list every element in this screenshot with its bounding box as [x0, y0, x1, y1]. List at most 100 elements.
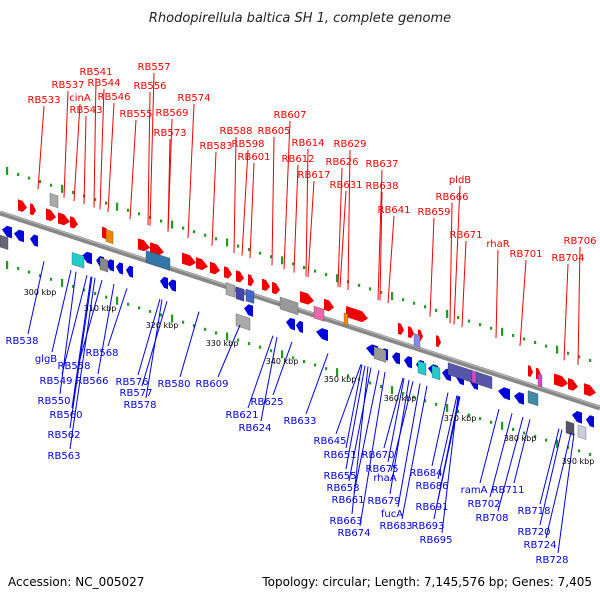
- outer-track-dot: [127, 208, 130, 212]
- bottom-gene-label: RB674: [338, 528, 371, 539]
- genome-backbone: [0, 210, 600, 411]
- bottom-gene-label: RB578: [124, 400, 157, 411]
- forward-gene-arrow: [584, 383, 596, 397]
- top-gene-label: RB617: [298, 170, 331, 181]
- scale-tick-label: 310 kbp: [84, 304, 117, 313]
- top-leader-line: [147, 91, 151, 226]
- top-leader-line: [283, 120, 291, 270]
- forward-gene-arrow: [46, 208, 56, 222]
- bottom-gene-label: RB686: [416, 481, 449, 492]
- bottom-gene-label: RB550: [38, 396, 71, 407]
- top-gene-label: RB601: [238, 152, 271, 163]
- bottom-gene-label: RB621: [226, 410, 259, 421]
- bottom-gene-label: RB576: [116, 377, 149, 388]
- bottom-leader-line: [345, 364, 363, 449]
- inner-track-dot: [149, 309, 152, 313]
- top-gene-label: RB543: [70, 105, 103, 116]
- bottom-leader-line: [497, 416, 524, 512]
- bottom-leader-line: [179, 311, 200, 378]
- inner-track-dot: [589, 452, 592, 456]
- top-gene-label: RB544: [88, 78, 121, 89]
- map-title: Rhodopirellula baltica SH 1, complete ge…: [149, 11, 451, 26]
- forward-gene-arrow: [408, 326, 414, 339]
- top-gene-label: rhaR: [486, 239, 509, 250]
- bottom-gene-label: RB684: [410, 468, 443, 479]
- reverse-gene-arrow: [572, 411, 582, 424]
- reverse-gene-arrow: [2, 225, 12, 239]
- forward-gene-arrow: [528, 365, 533, 377]
- top-gene-label: RB537: [52, 80, 85, 91]
- top-gene-label: RB701: [510, 249, 543, 260]
- outer-track-dot: [314, 269, 317, 273]
- feature-box: [413, 333, 421, 348]
- bottom-gene-label: RB560: [50, 410, 83, 421]
- bottom-leader-line: [489, 413, 513, 498]
- inner-track-dot: [61, 278, 64, 287]
- outer-track-dot: [534, 341, 537, 345]
- inner-track-dot: [50, 277, 53, 281]
- bottom-gene-label: RB549: [40, 376, 73, 387]
- top-gene-label: RB574: [178, 93, 211, 104]
- bottom-gene-label: RB683: [380, 521, 413, 532]
- bottom-gene-label: ramA: [461, 485, 488, 496]
- bottom-gene-label: RB566: [76, 376, 109, 387]
- feature-box: [235, 313, 251, 331]
- outer-track-dot: [336, 274, 339, 283]
- inner-track-dot: [468, 413, 471, 417]
- outer-track-dot: [490, 326, 493, 330]
- outer-track-dot: [94, 198, 97, 202]
- reverse-gene-arrow: [168, 279, 176, 292]
- forward-gene-arrow: [236, 270, 244, 283]
- bottom-leader-line: [71, 276, 92, 409]
- feature-box: [313, 305, 325, 322]
- forward-gene-arrow: [398, 322, 404, 335]
- top-gene-label: pldB: [449, 175, 471, 186]
- top-leader-line: [233, 136, 237, 254]
- bottom-gene-label: RB558: [58, 361, 91, 372]
- top-gene-label: RB573: [154, 128, 187, 139]
- bottom-leader-line: [437, 395, 458, 480]
- forward-gene-arrow: [150, 242, 164, 256]
- bottom-gene-label: RB625: [251, 397, 284, 408]
- outer-track-dot: [589, 358, 592, 362]
- top-leader-line: [249, 162, 255, 259]
- top-gene-label: RB671: [450, 230, 483, 241]
- inner-track-dot: [237, 338, 240, 342]
- forward-gene-arrow: [58, 212, 70, 226]
- top-leader-line: [347, 149, 351, 291]
- bottom-leader-line: [51, 269, 72, 353]
- bottom-leader-line: [97, 283, 115, 375]
- top-leader-line: [187, 103, 195, 239]
- inner-track-dot: [413, 395, 416, 399]
- inner-track-dot: [160, 313, 163, 317]
- bottom-leader-line: [27, 261, 45, 335]
- reverse-gene-arrow: [126, 265, 133, 278]
- top-leader-line: [99, 88, 105, 210]
- inner-track-dot: [435, 402, 438, 406]
- bottom-gene-label: RB651: [324, 450, 357, 461]
- scale-tick-label: 360 kbp: [384, 394, 417, 403]
- top-gene-label: RB557: [138, 62, 171, 73]
- top-gene-label: RB541: [80, 67, 113, 78]
- bottom-gene-label: RB708: [476, 513, 509, 524]
- top-leader-line: [387, 215, 395, 304]
- outer-track-dot: [380, 291, 383, 294]
- scale-tick-label: 370 kbp: [444, 414, 477, 423]
- bottom-gene-label: RB663: [330, 516, 363, 527]
- inner-track-dot: [226, 332, 229, 341]
- feature-box: [235, 286, 245, 302]
- reverse-gene-arrow: [14, 229, 24, 243]
- top-leader-line: [577, 246, 581, 365]
- feature-box: [99, 257, 109, 273]
- inner-track-dot: [204, 327, 207, 331]
- bottom-gene-label: RB724: [524, 540, 557, 551]
- top-leader-line: [63, 90, 69, 198]
- outer-track-dot: [457, 316, 460, 320]
- bottom-gene-label: RB720: [518, 527, 551, 538]
- forward-gene-arrow: [436, 335, 441, 348]
- top-gene-label: RB598: [232, 139, 265, 150]
- bottom-leader-line: [383, 377, 404, 449]
- outer-track-dot: [402, 298, 405, 302]
- reverse-gene-arrow: [586, 415, 594, 428]
